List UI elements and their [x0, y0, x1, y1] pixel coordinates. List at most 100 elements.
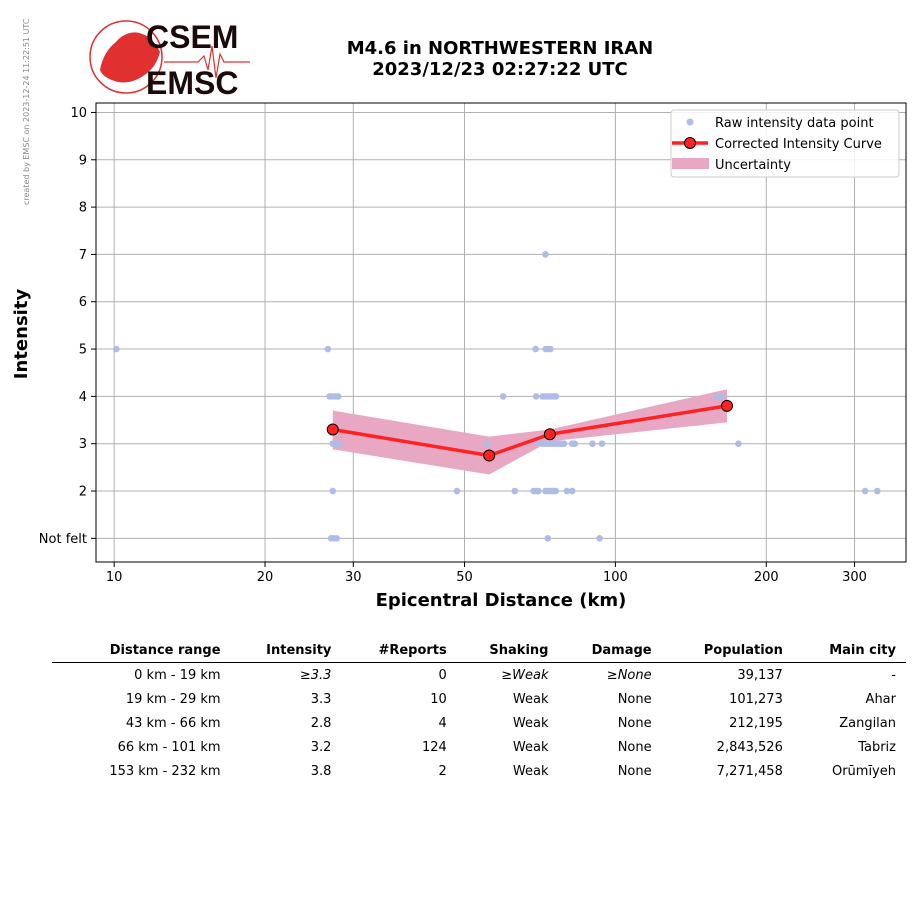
- table-row: 0 km - 19 km ≥3.3 0 ≥Weak ≥None 39,137 -: [52, 663, 906, 688]
- table-cell: -: [891, 667, 896, 683]
- table-cell: 0: [438, 667, 447, 683]
- legend-curve-marker: [684, 137, 696, 149]
- logo-text-emsc: EMSC: [146, 65, 238, 98]
- raw-data-point: [861, 487, 869, 495]
- table-cell: 7,271,458: [716, 763, 783, 779]
- table-cell: 124: [421, 739, 447, 755]
- legend-raw-marker: [686, 118, 694, 126]
- raw-data-point: [718, 393, 726, 400]
- title-datetime: 2023/12/23 02:27:22 UTC: [372, 59, 628, 80]
- table-row: 43 km - 66 km 2.8 4 Weak None 212,195 Zangilan: [52, 711, 906, 735]
- raw-data-point: [335, 440, 343, 448]
- x-tick-label: 300: [842, 570, 867, 585]
- curve-line: [332, 404, 728, 458]
- table-header-cell: Population: [661, 640, 793, 663]
- csem-emsc-logo: CSEM EMSC: [89, 19, 250, 98]
- x-tick-label: 10: [106, 570, 123, 585]
- raw-data-point: [511, 487, 519, 495]
- x-axis-label: Epicentral Distance (km): [376, 590, 627, 611]
- y-tick-label: Not felt: [39, 532, 87, 547]
- table-cell: ≥3.3: [299, 667, 332, 683]
- y-tick-label: 6: [79, 295, 87, 310]
- table-cell: 212,195: [729, 715, 783, 731]
- raw-data-point: [535, 487, 542, 495]
- raw-data-point: [499, 393, 507, 400]
- table-cell: 2,843,526: [716, 739, 783, 755]
- y-tick-label: 2: [79, 485, 87, 500]
- table-row: 19 km - 29 km 3.3 10 Weak None 101,273 Ahar: [52, 687, 906, 711]
- x-tick-label: 30: [345, 570, 362, 585]
- table-cell: Weak: [512, 691, 549, 707]
- y-axis-ticks: Not felt 2 3 4 5 6 7 8 9 10: [39, 106, 96, 547]
- table-cell: 66 km - 101 km: [117, 739, 221, 755]
- corrected-curve: [326, 399, 734, 462]
- table-cell: Orūmīyeh: [831, 763, 896, 779]
- raw-data-point: [571, 440, 579, 448]
- curve-point: [721, 399, 734, 412]
- table-cell: 39,137: [737, 667, 783, 683]
- legend-raw-label: Raw intensity data point: [715, 116, 874, 131]
- plot-frame: [95, 102, 907, 563]
- table-cell: Zangilan: [839, 715, 896, 731]
- y-tick-label: 5: [79, 343, 87, 358]
- chart-title: M4.6 in NORTHWESTERN IRAN 2023/12/23 02:…: [300, 38, 700, 80]
- table-cell: None: [617, 763, 652, 779]
- table-cell: 43 km - 66 km: [125, 715, 221, 731]
- x-tick-label: 20: [257, 570, 274, 585]
- raw-data-point: [552, 487, 559, 495]
- table-header-cell: Shaking: [456, 640, 559, 663]
- raw-data-point: [563, 487, 571, 495]
- table-cell: None: [617, 715, 652, 731]
- y-tick-label: 3: [79, 437, 87, 452]
- table-cell: 153 km - 232 km: [109, 763, 221, 779]
- x-tick-label: 100: [603, 570, 628, 585]
- raw-data-point: [333, 535, 341, 542]
- raw-data-point: [552, 393, 560, 400]
- table-cell: 4: [438, 715, 447, 731]
- raw-data-point: [598, 440, 606, 448]
- curve-point: [483, 449, 496, 462]
- raw-data-point: [453, 487, 461, 495]
- raw-data-point: [532, 393, 540, 400]
- intensity-chart: 10 20 30 50 100 200 300 Not felt 2 3 4 5 6 7 8 9 10 Epi…: [11, 102, 907, 611]
- raw-data-point: [113, 345, 120, 353]
- legend: Raw intensity data point Corrected Inten…: [670, 109, 900, 178]
- legend-uncertainty-swatch: [672, 158, 709, 169]
- intensity-summary-table: Distance range Intensity #Reports Shaking Da…: [52, 640, 906, 783]
- table-cell: Weak: [512, 739, 549, 755]
- logo-seismogram: [164, 45, 250, 79]
- legend-curve-label: Corrected Intensity Curve: [715, 137, 882, 152]
- raw-points: [113, 251, 881, 542]
- x-tick-label: 200: [754, 570, 779, 585]
- table-cell: 3.3: [310, 691, 332, 707]
- table-cell: 10: [430, 691, 447, 707]
- raw-data-point: [713, 393, 720, 400]
- table-cell: ≥None: [606, 667, 652, 683]
- table-cell: 19 km - 29 km: [125, 691, 221, 707]
- raw-data-point: [560, 440, 568, 448]
- table-header-cell: Distance range: [52, 640, 231, 663]
- table-cell: Weak: [512, 715, 549, 731]
- table-cell: None: [617, 739, 652, 755]
- raw-data-point: [547, 345, 554, 353]
- table-row: 66 km - 101 km 3.2 124 Weak None 2,843,526 Tab…: [52, 735, 906, 759]
- legend-box: [670, 109, 900, 178]
- table-cell: 0 km - 19 km: [134, 667, 221, 683]
- curve-point: [326, 423, 339, 436]
- table-header-cell: #Reports: [341, 640, 457, 663]
- x-axis-ticks: 10 20 30 50 100 200 300: [106, 562, 867, 585]
- raw-data-point: [589, 440, 596, 448]
- table-cell: 3.2: [310, 739, 332, 755]
- table-header-row: Distance range Intensity #Reports Shaking Da…: [52, 640, 906, 663]
- raw-data-point: [334, 393, 342, 400]
- y-tick-label: 8: [79, 201, 87, 216]
- logo-map-shape: [100, 32, 160, 83]
- table-cell: Weak: [512, 763, 549, 779]
- logo-globe: [89, 20, 163, 94]
- raw-data-point: [735, 440, 742, 448]
- logo-text-csem: CSEM: [146, 19, 238, 55]
- y-tick-label: 9: [79, 153, 87, 168]
- table-body: 0 km - 19 km ≥3.3 0 ≥Weak ≥None 39,137 - 19 km …: [52, 663, 906, 784]
- raw-data-point: [873, 487, 881, 495]
- raw-data-point: [596, 535, 603, 542]
